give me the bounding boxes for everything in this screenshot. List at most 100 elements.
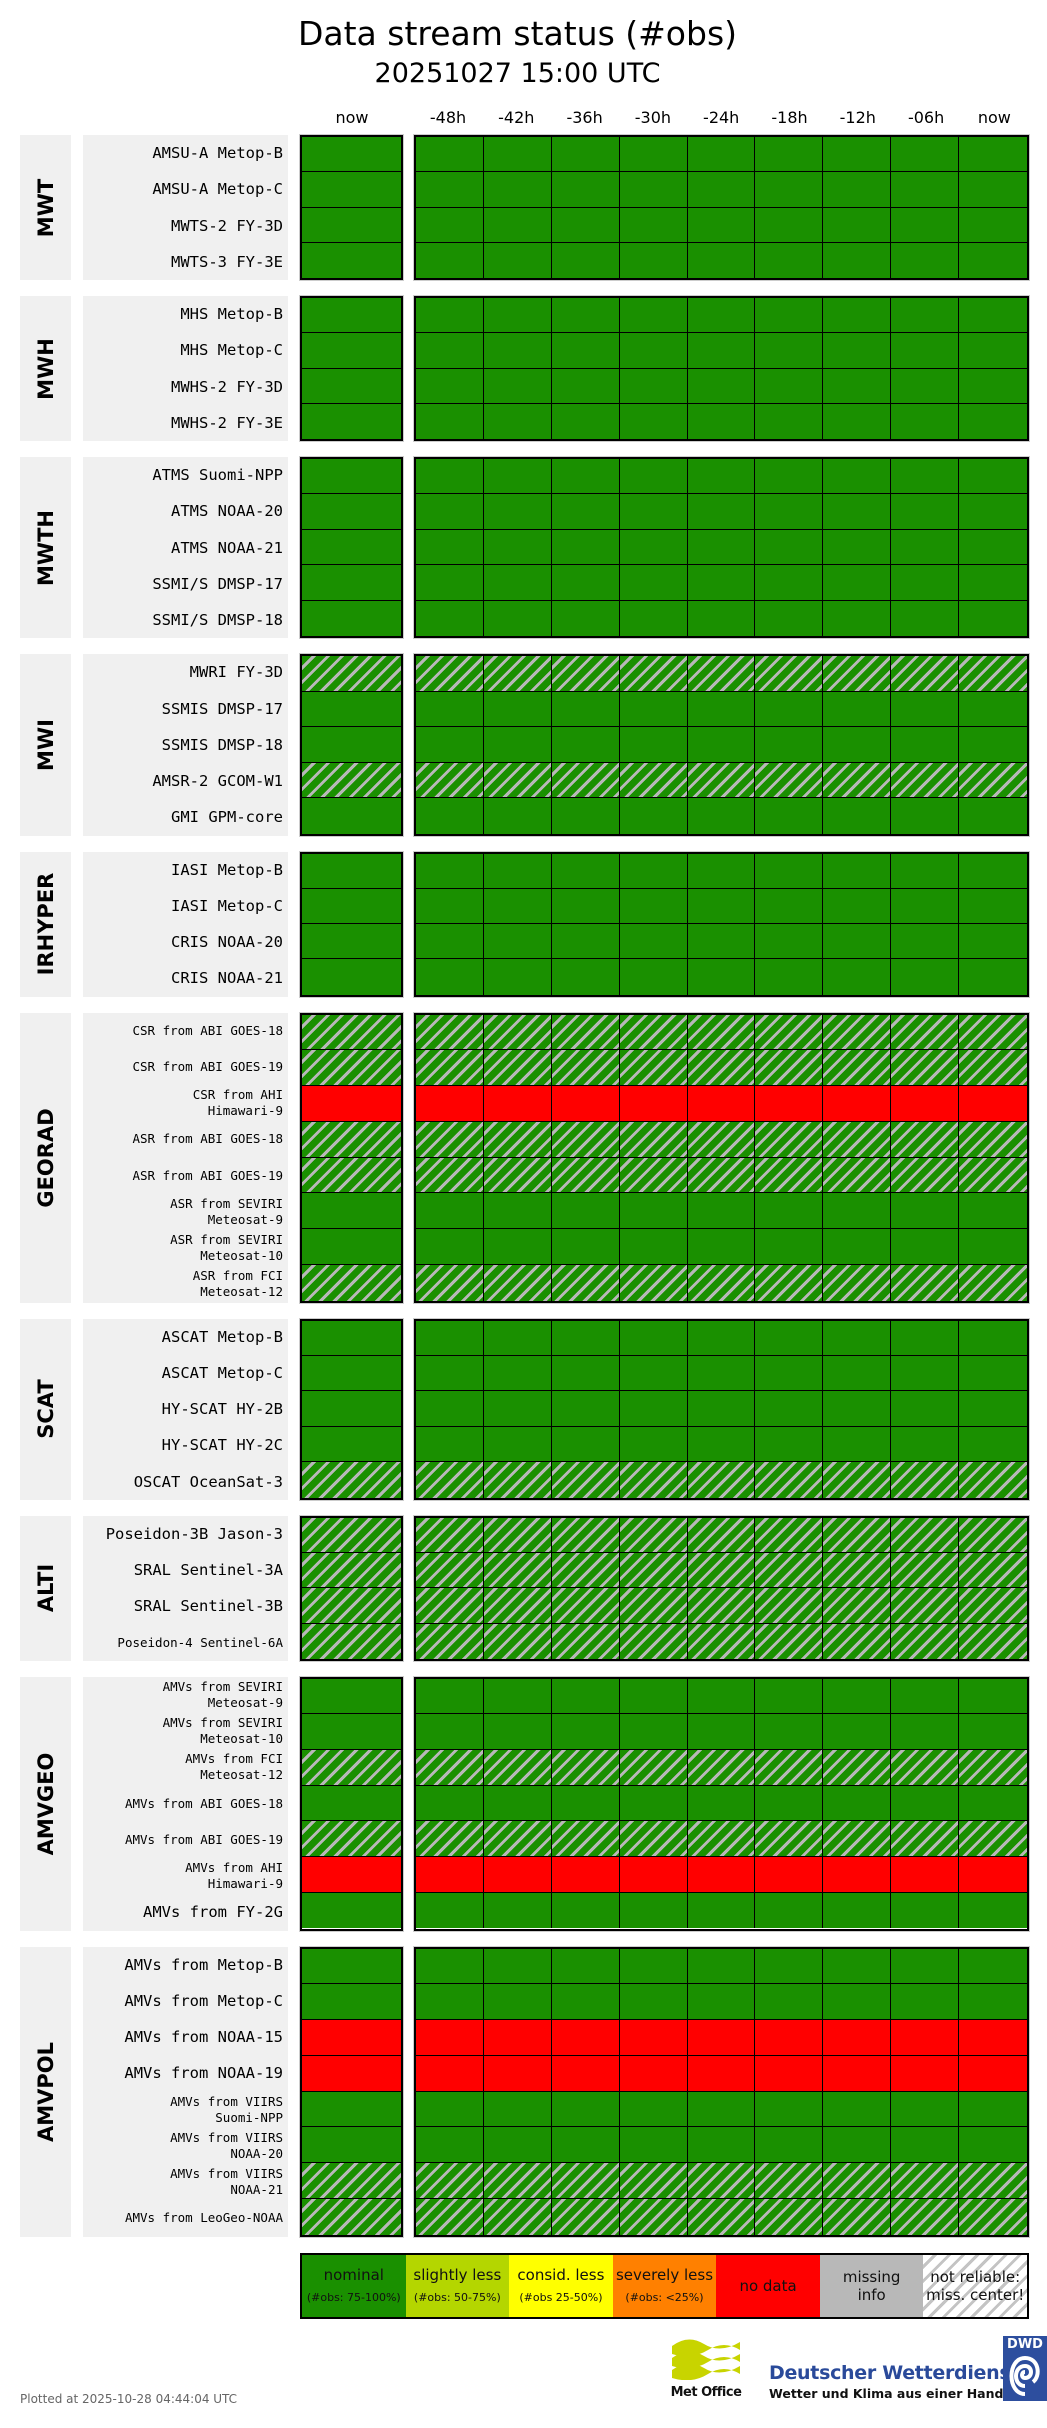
status-cell [483, 600, 552, 637]
status-cell [959, 1014, 1027, 1051]
status-cell [959, 1391, 1027, 1427]
status-cell [823, 1355, 892, 1392]
status-cell [823, 762, 892, 799]
status-cell [619, 1517, 688, 1553]
status-cell [823, 2198, 892, 2235]
status-cell [823, 1588, 892, 1624]
status-cell [619, 959, 688, 995]
status-cell [687, 565, 756, 601]
status-cell [959, 727, 1027, 763]
status-cell-now [302, 1857, 401, 1893]
group-label: ALTI [33, 1564, 58, 1613]
status-cell [619, 1121, 688, 1158]
status-cell [755, 1892, 824, 1929]
status-cell [619, 1588, 688, 1624]
status-cell [483, 2127, 552, 2163]
status-cell [755, 1320, 824, 1356]
status-cell [483, 403, 552, 439]
status-cell [687, 298, 756, 334]
status-cell-now [302, 2055, 401, 2092]
status-cell [891, 1678, 960, 1715]
status-cell [891, 1320, 960, 1356]
status-cell [483, 2091, 552, 2128]
group-label: GEORAD [33, 1107, 58, 1208]
status-cell [959, 403, 1027, 439]
status-cell [823, 459, 892, 495]
status-cell [619, 403, 688, 439]
group-label-box: MWI [20, 654, 71, 836]
status-cell [959, 888, 1027, 924]
status-cell [416, 798, 484, 834]
now-column [300, 1676, 403, 1931]
status-cell [483, 1553, 552, 1589]
status-cell [483, 333, 552, 369]
status-cell [483, 1264, 552, 1301]
status-cell-now [302, 924, 401, 960]
status-cell-now [302, 1355, 401, 1392]
dwd-slogan: Wetter und Klima aus einer Hand [769, 2386, 1004, 2401]
status-cell [687, 207, 756, 243]
status-cell [891, 403, 960, 439]
status-cell [416, 1948, 484, 1985]
status-cell [687, 888, 756, 924]
stream-label: SRAL Sentinel-3B [133, 1597, 283, 1616]
status-cell-now [302, 1517, 401, 1553]
status-cell [959, 1892, 1027, 1929]
status-cell [619, 888, 688, 924]
status-cell [483, 1391, 552, 1427]
status-cell-now [302, 207, 401, 243]
status-cell [687, 529, 756, 566]
status-cell [823, 565, 892, 601]
status-cell [959, 529, 1027, 566]
status-cell [416, 1121, 484, 1158]
status-cell [891, 1857, 960, 1893]
now-column [300, 296, 403, 441]
status-cell [823, 1121, 892, 1158]
group-mwi: MWI MWRI FY-3D SSMIS DMSP-17 SSMIS DMSP-18 A… [0, 654, 1047, 836]
status-cell [551, 1678, 620, 1715]
status-cell [959, 1678, 1027, 1715]
group-label-box: ALTI [20, 1515, 71, 1661]
status-cell [619, 2163, 688, 2199]
status-cell [959, 1948, 1027, 1985]
status-cell-now [302, 600, 401, 637]
status-cell [551, 1588, 620, 1624]
status-cell [551, 1121, 620, 1158]
status-cell [891, 2091, 960, 2128]
group-label-box: MWT [20, 135, 71, 280]
status-cell [687, 656, 756, 692]
status-cell [891, 1553, 960, 1589]
stream-label: ASR from SEVIRI Meteosat-10 [170, 1232, 283, 1264]
met-office-waves-icon [672, 2339, 740, 2381]
status-cell [891, 888, 960, 924]
status-cell [823, 798, 892, 834]
status-cell [687, 1553, 756, 1589]
legend-item: severely less (#obs: <25%) [612, 2255, 717, 2317]
status-cell [687, 333, 756, 369]
history-columns [414, 1946, 1029, 2237]
stream-label: MWRI FY-3D [189, 663, 283, 682]
status-cell [416, 1086, 484, 1122]
status-cell [551, 333, 620, 369]
group-amvgeo: AMVGEO AMVs from SEVIRI Meteosat-9 AMVs fr… [0, 1676, 1047, 1931]
status-cell [755, 1229, 824, 1265]
status-cell [416, 137, 484, 173]
status-cell [755, 2055, 824, 2092]
now-column [300, 654, 403, 836]
stream-label: AMVs from NOAA-19 [124, 2064, 283, 2083]
status-cell [551, 2127, 620, 2163]
status-cell [619, 1462, 688, 1498]
status-cell [959, 1588, 1027, 1624]
status-cell [891, 207, 960, 243]
status-cell-now [302, 2091, 401, 2128]
history-columns [414, 654, 1029, 836]
status-cell [755, 1678, 824, 1715]
status-cell [687, 2127, 756, 2163]
status-cell [891, 924, 960, 960]
status-cell [687, 1588, 756, 1624]
now-column [300, 851, 403, 997]
status-cell [755, 1121, 824, 1158]
status-cell [823, 1750, 892, 1786]
status-cell [823, 656, 892, 692]
status-cell [551, 1157, 620, 1194]
